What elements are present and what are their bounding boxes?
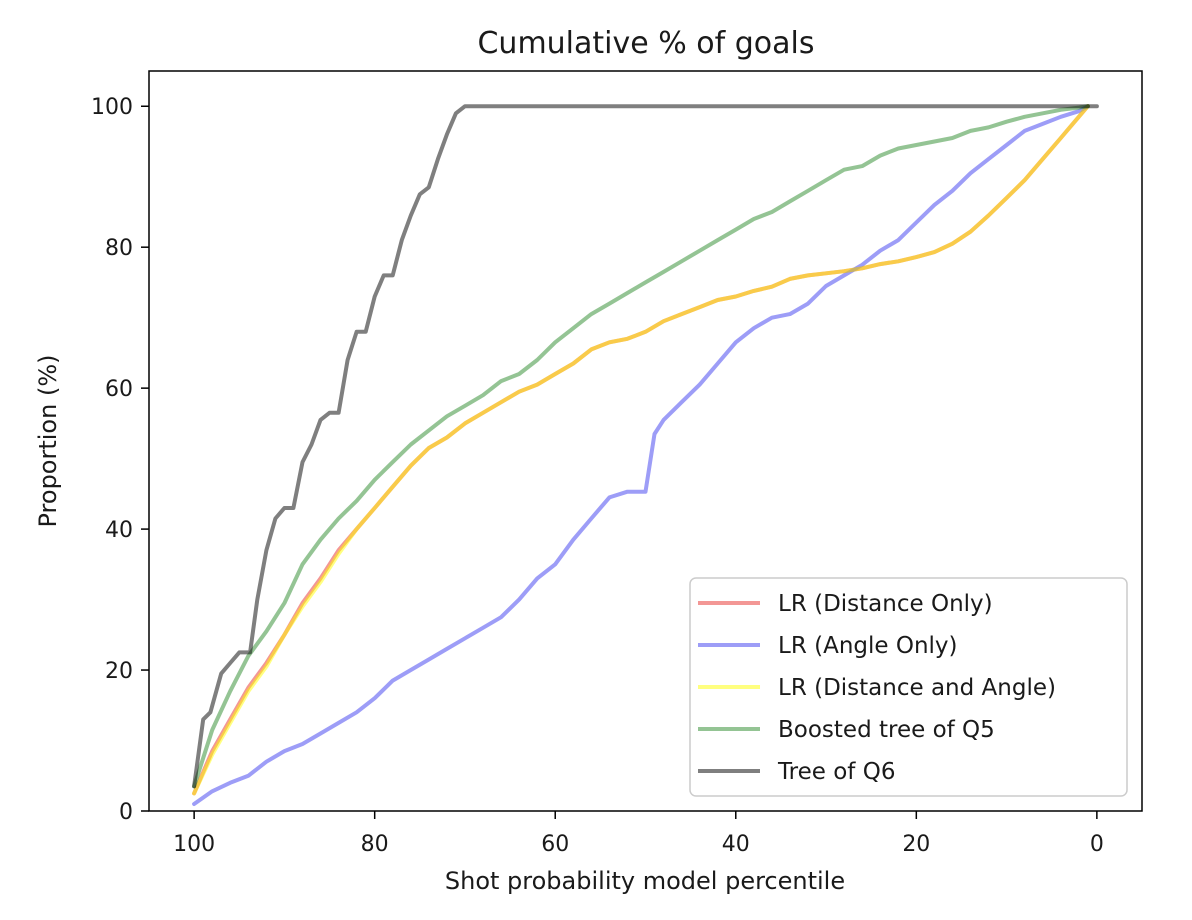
y-tick-label: 0 [119, 800, 133, 825]
legend-label-5: Tree of Q6 [777, 759, 895, 785]
legend: LR (Distance Only) LR (Angle Only) LR (Dis… [689, 577, 1128, 797]
x-axis-ticks: 100 80 60 40 20 0 [173, 811, 1104, 857]
series-line-5 [192, 104, 1099, 789]
chart-title: Cumulative % of goals [477, 26, 814, 61]
legend-label-1: LR (Distance Only) [778, 591, 993, 617]
y-tick-label: 80 [105, 236, 133, 261]
x-tick-label: 80 [361, 832, 389, 857]
legend-label-2: LR (Angle Only) [778, 633, 958, 659]
series-line-3 [192, 104, 1090, 796]
x-tick-label: 100 [173, 832, 215, 857]
y-tick-label: 100 [91, 95, 133, 120]
plot-area-frame [148, 70, 1143, 812]
series-layer [192, 104, 1099, 806]
x-tick-label: 0 [1090, 832, 1104, 857]
x-tick-label: 60 [541, 832, 569, 857]
x-tick-label: 20 [902, 832, 930, 857]
x-tick-label: 40 [722, 832, 750, 857]
y-axis-ticks: 0 20 40 60 80 100 [91, 95, 149, 825]
y-axis-label: Proportion (%) [34, 355, 62, 528]
series-line-4 [192, 104, 1090, 789]
legend-label-4: Boosted tree of Q5 [778, 717, 995, 743]
series-line-2 [192, 104, 1090, 806]
x-axis-label: Shot probability model percentile [445, 867, 845, 895]
legend-box [689, 577, 1128, 797]
y-tick-label: 20 [105, 659, 133, 684]
legend-label-3: LR (Distance and Angle) [778, 675, 1056, 701]
y-tick-label: 40 [105, 518, 133, 543]
y-tick-label: 60 [105, 377, 133, 402]
